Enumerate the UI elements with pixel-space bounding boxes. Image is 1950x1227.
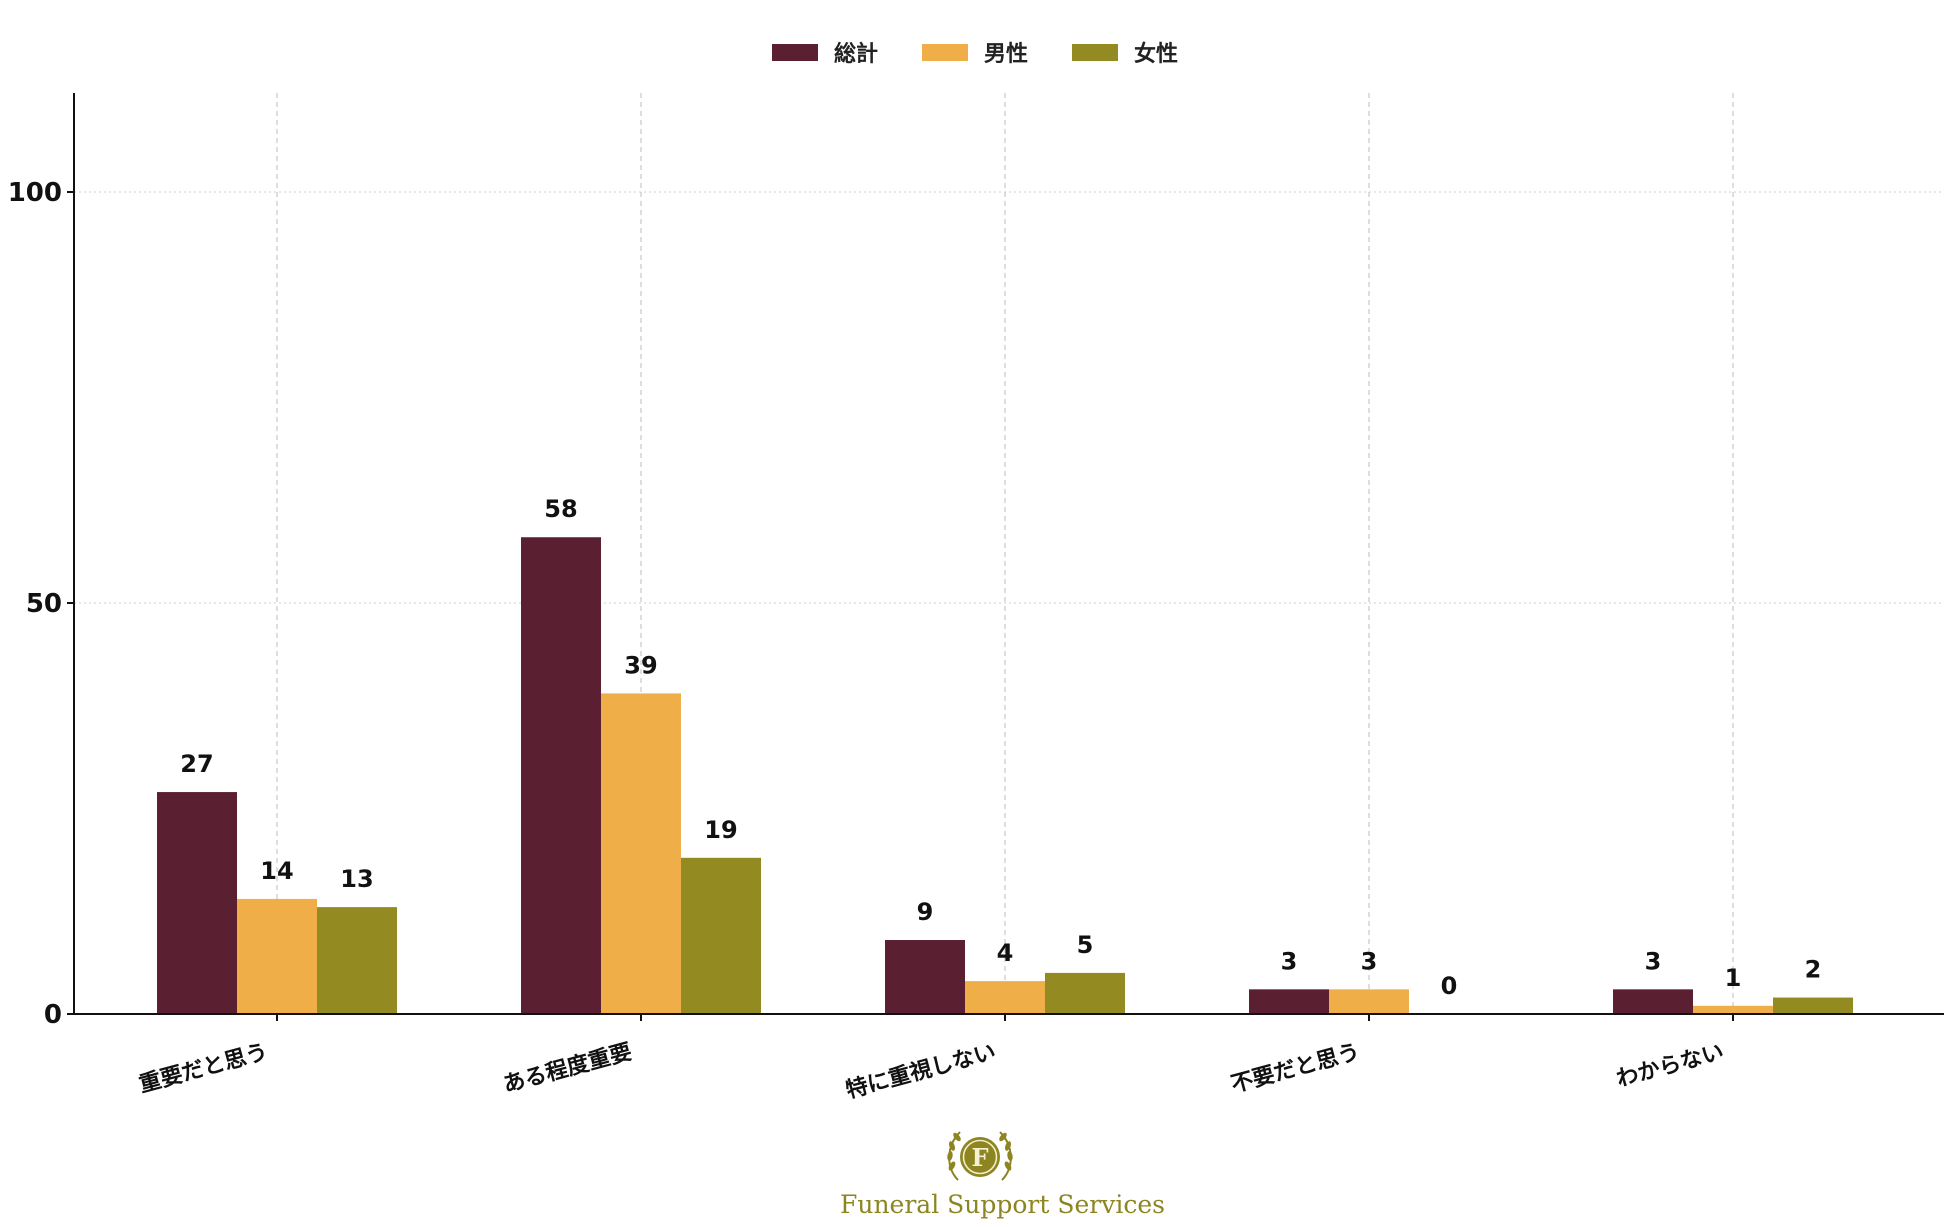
laurel-emblem-icon: F	[947, 1131, 1013, 1181]
bar-value-label: 3	[1645, 947, 1662, 975]
bar	[1045, 972, 1125, 1014]
bar	[1613, 989, 1693, 1014]
logo-letter: F	[971, 1143, 988, 1172]
bar-value-label: 9	[917, 898, 934, 926]
bar-value-label: 3	[1361, 947, 1378, 975]
bar	[885, 940, 965, 1014]
bar-value-label: 1	[1725, 964, 1742, 992]
logo-company-name: Funeral Support Services	[840, 1190, 1165, 1219]
legend-label-total: 総計	[833, 42, 878, 67]
x-tick-label: ある程度重要	[500, 1039, 634, 1098]
bar	[1329, 989, 1409, 1014]
legend: 総計 男性 女性	[0, 36, 1950, 68]
x-tick-label: 特に重視しない	[843, 1039, 998, 1104]
bar-value-label: 5	[1077, 931, 1094, 959]
bar-value-label: 58	[544, 495, 577, 523]
legend-label-male: 男性	[983, 42, 1028, 67]
x-tick-label: 重要だと思う	[137, 1040, 271, 1098]
legend-label-female: 女性	[1134, 42, 1179, 67]
bar-value-label: 0	[1441, 972, 1458, 1000]
bar	[681, 857, 761, 1014]
bar-value-label: 27	[180, 750, 213, 778]
x-tick-label: わからない	[1614, 1040, 1727, 1093]
bar	[965, 981, 1045, 1014]
y-tick-label: 50	[26, 589, 62, 619]
bar	[1773, 997, 1853, 1014]
y-tick-label: 100	[8, 178, 62, 208]
bar-value-label: 2	[1805, 956, 1822, 984]
bar	[1249, 989, 1329, 1014]
bar	[601, 693, 681, 1014]
legend-item-female: 女性	[1072, 36, 1178, 68]
y-tick-label: 0	[44, 1000, 62, 1030]
bar-value-label: 19	[704, 816, 737, 844]
x-tick-label: 不要だと思う	[1229, 1040, 1363, 1098]
bar	[521, 537, 601, 1014]
bar-value-label: 39	[624, 651, 657, 679]
legend-swatch-male	[921, 43, 968, 61]
bar-value-label: 3	[1281, 947, 1298, 975]
legend-swatch-total	[771, 43, 818, 61]
company-logo: F Funeral Support Services	[840, 1124, 1165, 1219]
bar	[1693, 1005, 1773, 1014]
legend-item-total: 総計	[771, 36, 878, 68]
bar-value-label: 13	[340, 865, 373, 893]
bar	[157, 792, 237, 1014]
bar-value-label: 14	[260, 857, 293, 885]
bar	[317, 907, 397, 1014]
legend-swatch-female	[1072, 43, 1118, 61]
bar	[237, 898, 317, 1014]
bar-value-label: 4	[997, 939, 1014, 967]
legend-item-male: 男性	[921, 36, 1028, 68]
